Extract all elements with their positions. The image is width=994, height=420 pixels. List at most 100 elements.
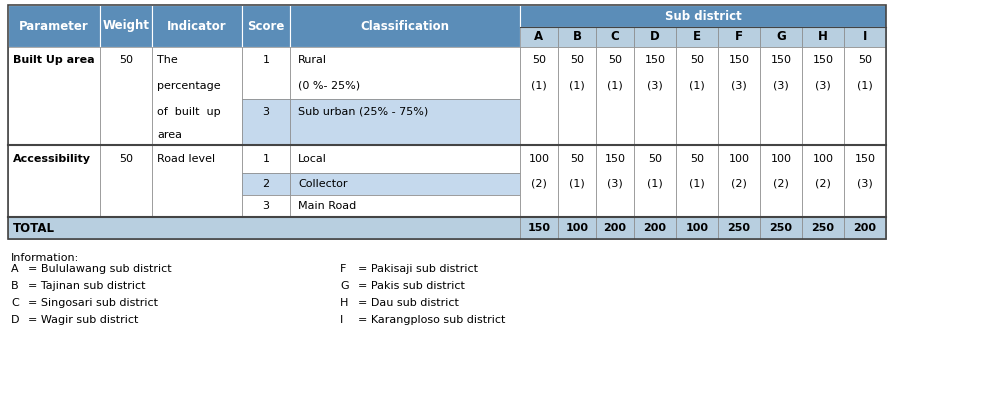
Text: 50: 50 [690,55,704,65]
Text: G: G [776,31,786,44]
Text: (1): (1) [570,179,584,189]
Text: (2): (2) [815,179,831,189]
Text: = Karangploso sub district: = Karangploso sub district [358,315,505,325]
Text: Local: Local [298,154,327,164]
Bar [802,145,844,217]
Text: (1): (1) [689,81,705,91]
Bar [242,195,290,217]
Text: F: F [340,264,346,274]
Text: 150: 150 [855,154,876,164]
Bar [8,47,100,145]
Text: (1): (1) [570,81,584,91]
Text: (1): (1) [857,81,873,91]
Bar [676,145,718,217]
Text: percentage: percentage [157,81,221,91]
Bar [718,47,760,145]
Bar [844,145,886,217]
Bar [596,217,634,239]
Bar [290,173,520,195]
Bar [844,47,886,145]
Text: 2: 2 [262,179,269,189]
Text: = Pakisaji sub district: = Pakisaji sub district [358,264,478,274]
Text: (2): (2) [773,179,789,189]
Text: 250: 250 [728,223,750,233]
Bar [558,27,596,47]
Text: C: C [610,31,619,44]
Text: Indicator: Indicator [167,19,227,32]
Bar [520,145,558,217]
Bar [152,47,242,145]
Text: (2): (2) [731,179,746,189]
Text: area: area [157,130,182,140]
Bar [718,145,760,217]
Text: H: H [818,31,828,44]
Text: 50: 50 [690,154,704,164]
Text: Road level: Road level [157,154,215,164]
Text: 150: 150 [528,223,551,233]
Text: (3): (3) [773,81,789,91]
Bar [596,145,634,217]
Bar [558,217,596,239]
Bar [634,27,676,47]
Bar [844,217,886,239]
Text: 250: 250 [811,223,835,233]
Text: 50: 50 [119,154,133,164]
Text: = Dau sub district: = Dau sub district [358,298,459,308]
Text: of  built  up: of built up [157,107,221,117]
Text: Built Up area: Built Up area [13,55,94,65]
Bar [596,27,634,47]
Text: 100: 100 [566,223,588,233]
Text: D: D [11,315,20,325]
Bar [634,145,676,217]
Text: B: B [11,281,19,291]
Text: 50: 50 [858,55,872,65]
Text: 100: 100 [729,154,749,164]
Bar [8,145,100,217]
Bar [634,47,676,145]
Bar [242,173,290,195]
Text: 100: 100 [770,154,791,164]
Text: 200: 200 [643,223,667,233]
Bar [676,217,718,239]
Text: = Wagir sub district: = Wagir sub district [28,315,138,325]
Bar [596,47,634,145]
Text: 50: 50 [570,55,584,65]
Bar [634,217,676,239]
Bar [242,5,290,47]
Text: Classification: Classification [361,19,449,32]
Bar [760,145,802,217]
Text: Parameter: Parameter [19,19,88,32]
Text: Main Road: Main Road [298,201,356,211]
Bar [8,5,100,47]
Text: H: H [340,298,348,308]
Bar [558,47,596,145]
Text: A: A [11,264,19,274]
Bar [242,99,290,145]
Text: 100: 100 [686,223,709,233]
Text: Collector: Collector [298,179,348,189]
Bar [718,217,760,239]
Text: The: The [157,55,178,65]
Bar [290,47,520,99]
Bar [100,5,152,47]
Text: (2): (2) [531,179,547,189]
Text: Sub urban (25% - 75%): Sub urban (25% - 75%) [298,107,428,117]
Text: C: C [11,298,19,308]
Text: (3): (3) [607,179,623,189]
Text: 100: 100 [812,154,834,164]
Bar [152,145,242,217]
Bar [290,99,520,145]
Text: 150: 150 [644,55,666,65]
Text: 50: 50 [119,55,133,65]
Bar [520,217,558,239]
Text: 150: 150 [770,55,791,65]
Bar [802,217,844,239]
Bar [760,47,802,145]
Text: 1: 1 [262,55,269,65]
Text: 200: 200 [603,223,626,233]
Text: Score: Score [248,19,284,32]
Bar [802,47,844,145]
Bar [760,27,802,47]
Text: 150: 150 [729,55,749,65]
Bar [290,195,520,217]
